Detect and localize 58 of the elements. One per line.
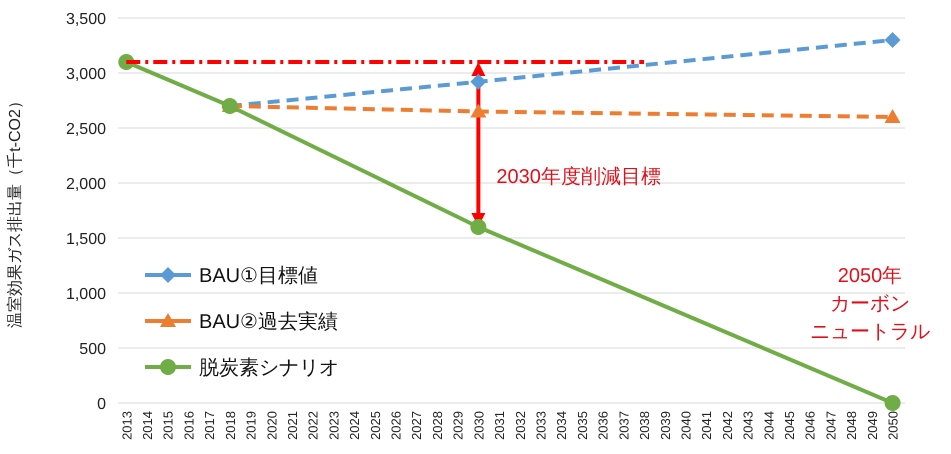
y-tick-label: 500 [79, 341, 106, 358]
y-axis-title: 温室効果ガス排出量（千t-CO2） [6, 93, 24, 328]
x-tick-label: 2016 [181, 411, 196, 440]
x-tick-label: 2022 [306, 411, 321, 440]
y-tick-label: 2,500 [66, 121, 106, 138]
x-tick-label: 2032 [512, 411, 528, 440]
legend-label: BAU①目標値 [199, 265, 318, 287]
y-tick-label: 2,000 [66, 176, 106, 193]
annotation: 2050年 [838, 265, 902, 287]
x-tick-label: 2015 [160, 411, 176, 440]
point [470, 219, 486, 235]
legend-label: BAU②過去実績 [199, 310, 338, 333]
x-tick-label: 2049 [864, 411, 880, 440]
legend-label: 脱炭素シナリオ [199, 357, 339, 379]
y-tick-label: 1,500 [66, 231, 106, 248]
x-tick-label: 2039 [658, 411, 673, 440]
x-tick-label: 2042 [720, 411, 735, 440]
x-tick-label: 2037 [616, 411, 632, 440]
y-tick-label: 3,500 [66, 11, 106, 28]
x-tick-label: 2021 [284, 411, 300, 440]
y-tick-label: 0 [97, 396, 106, 413]
annotation: カーボン [830, 293, 910, 315]
x-tick-label: 2034 [554, 411, 570, 440]
annotation: 2030年度削減目標 [496, 166, 661, 188]
x-tick-label: 2041 [699, 411, 714, 440]
x-tick-label: 2029 [450, 411, 466, 440]
x-tick-label: 2048 [844, 411, 860, 440]
x-tick-label: 2043 [740, 411, 756, 440]
x-tick-label: 2023 [326, 411, 342, 440]
x-tick-label: 2033 [533, 411, 548, 440]
x-tick-label: 2038 [637, 411, 652, 440]
y-tick-label: 3,000 [66, 66, 106, 83]
x-tick-label: 2025 [368, 411, 383, 440]
x-tick-label: 2017 [202, 411, 218, 440]
x-tick-label: 2013 [119, 411, 134, 440]
x-tick-label: 2036 [596, 411, 611, 440]
annotation: ニュートラル [810, 321, 930, 343]
x-tick-label: 2020 [264, 411, 280, 440]
x-tick-label: 2028 [430, 411, 445, 440]
x-tick-label: 2047 [823, 411, 838, 440]
x-tick-label: 2031 [492, 411, 508, 440]
x-tick-label: 2046 [802, 411, 818, 440]
x-tick-label: 2024 [347, 411, 362, 440]
x-tick-label: 2045 [782, 411, 798, 440]
x-tick-label: 2030 [471, 411, 486, 440]
x-tick-label: 2027 [409, 411, 424, 440]
x-tick-label: 2019 [244, 411, 259, 440]
x-tick-label: 2050 [886, 411, 901, 440]
x-tick-label: 2040 [678, 411, 694, 440]
point [884, 395, 901, 411]
x-tick-label: 2035 [574, 411, 590, 440]
x-tick-label: 2014 [140, 411, 155, 440]
point [884, 32, 901, 48]
x-tick-label: 2026 [388, 411, 404, 440]
point [470, 74, 486, 90]
x-tick-label: 2044 [761, 411, 776, 440]
x-tick-label: 2018 [222, 411, 238, 440]
y-tick-label: 1,000 [66, 286, 106, 303]
